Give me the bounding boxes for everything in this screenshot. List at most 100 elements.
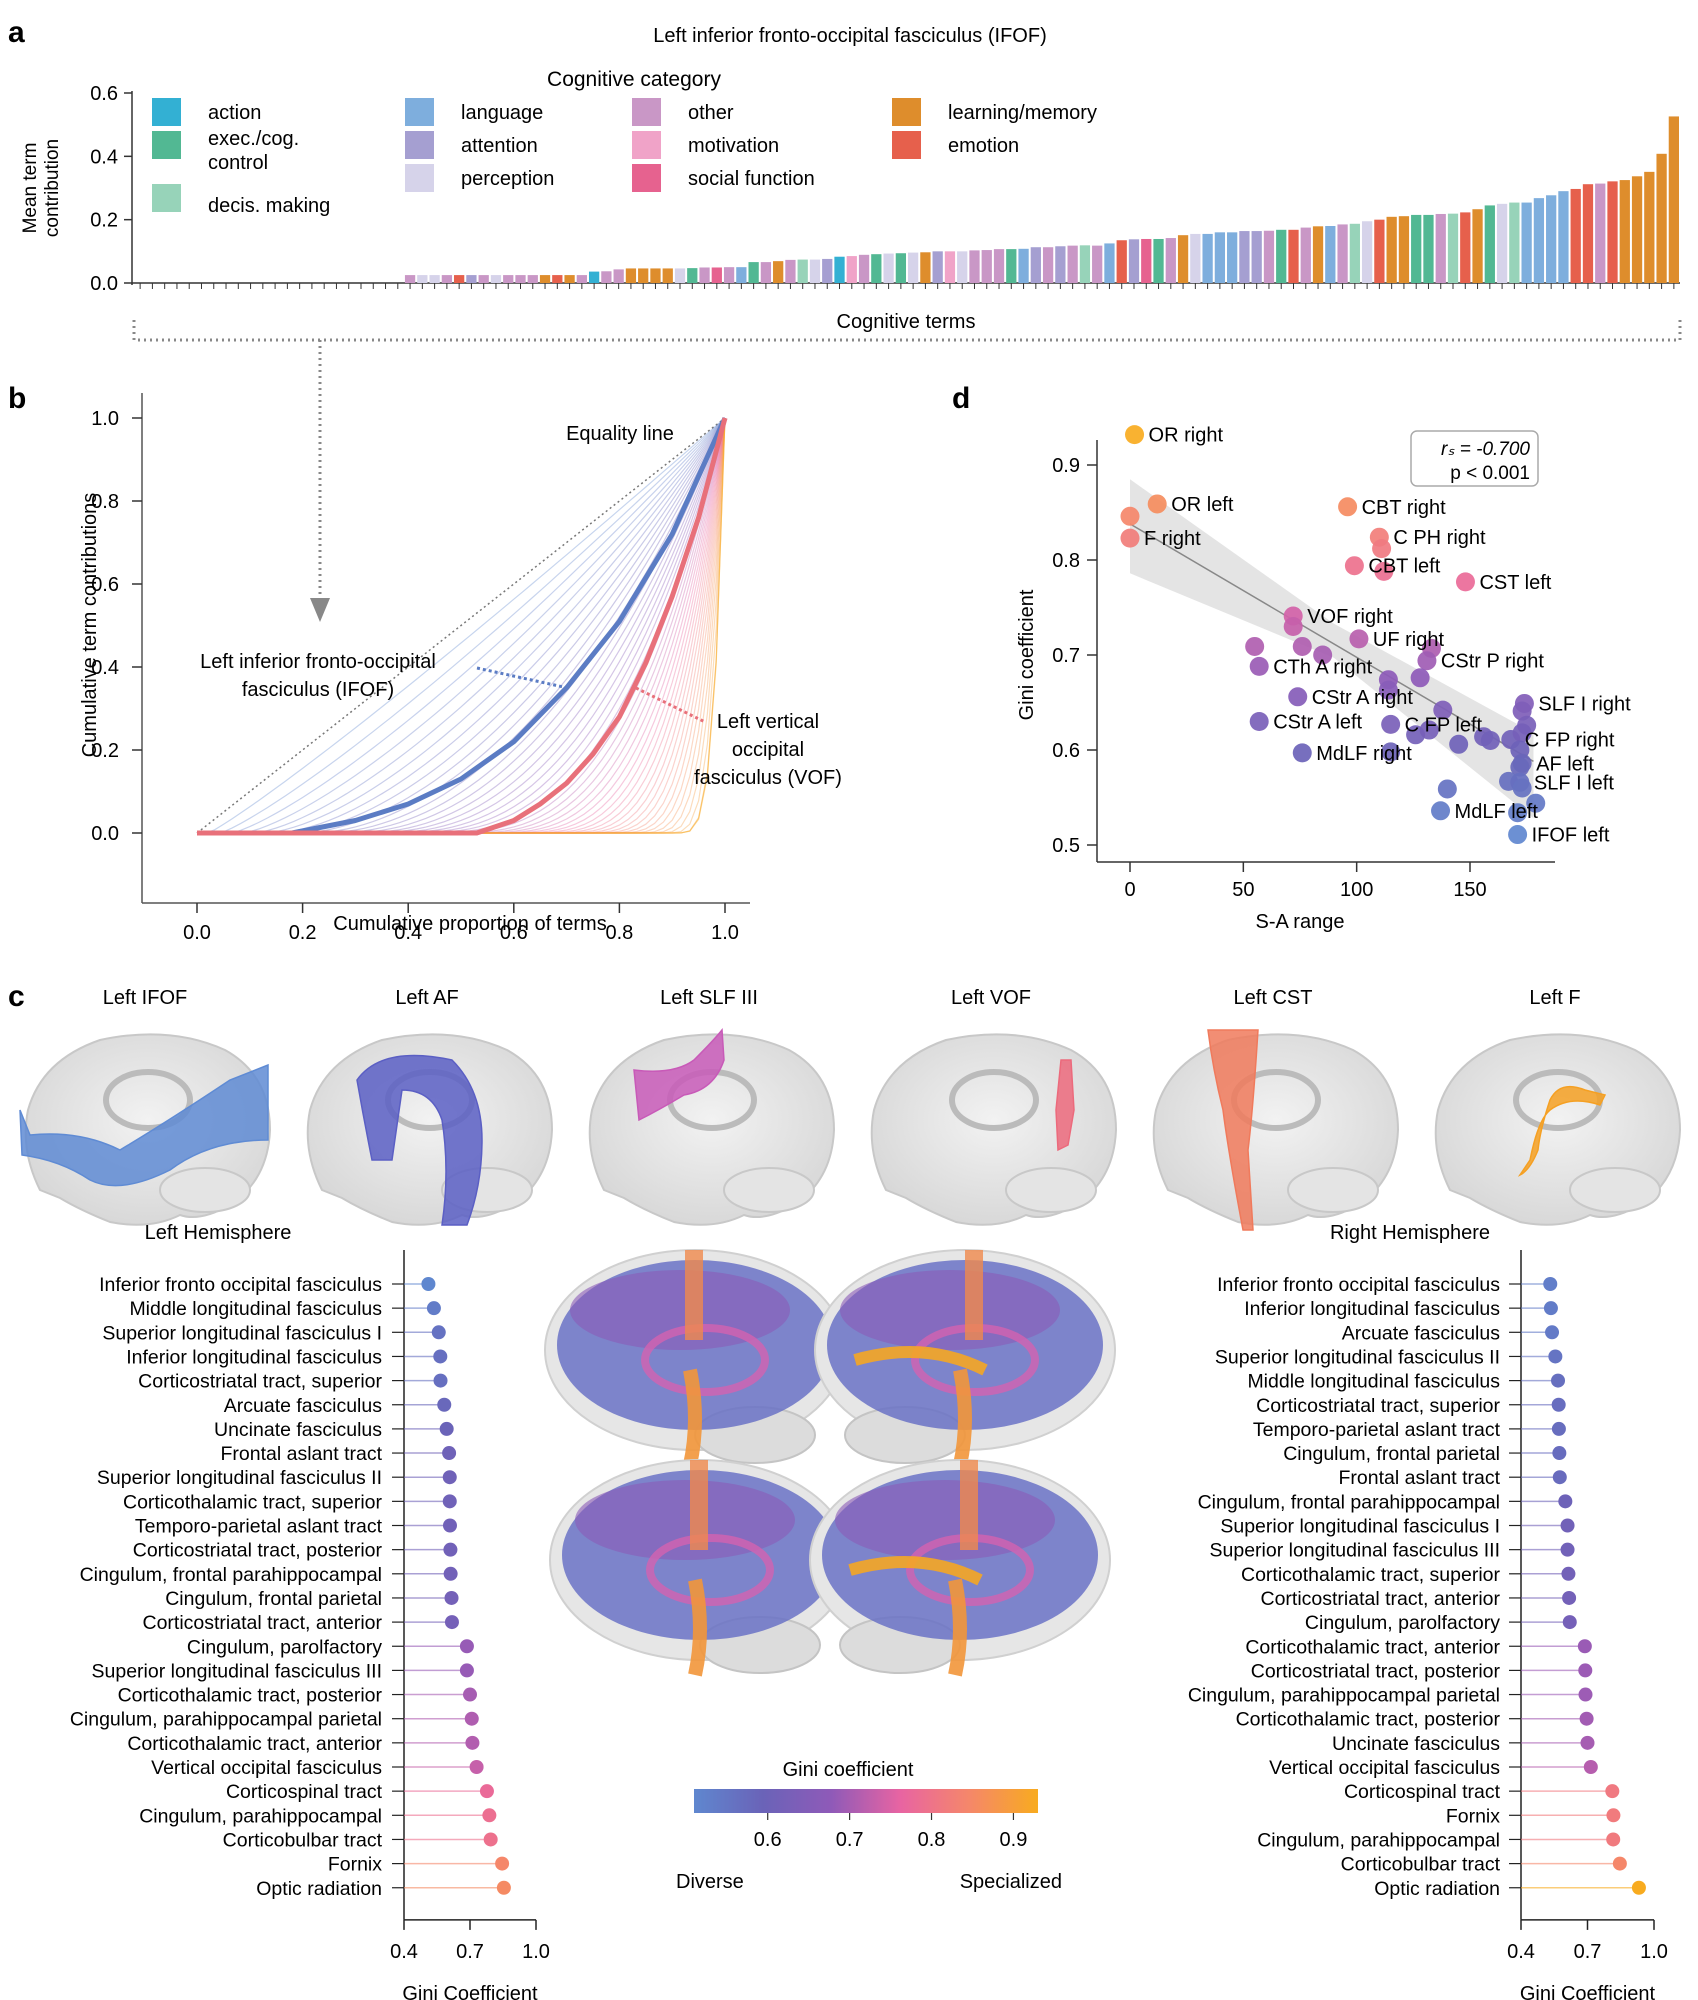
panel-a-ylabel-line1: Mean term <box>20 143 41 234</box>
legend-label-motivation: motivation <box>688 135 779 157</box>
brain-render-5: Left CST <box>1152 987 1400 1231</box>
bar-perception <box>490 275 502 283</box>
tract-highlight <box>1055 1059 1075 1152</box>
brain-render-title: Left SLF III <box>660 987 758 1009</box>
brainstem-bundle <box>953 1368 972 1467</box>
lollipop-dot <box>1551 1373 1566 1388</box>
panel-b-ytick-label: 0.0 <box>91 823 119 845</box>
bar-learning_memory <box>1656 153 1667 283</box>
panel-b-axes: 0.0 0.2 0.4 0.6 0.8 1.0 0.0 0.2 0.4 0.6 0.8 1.0 <box>91 393 750 944</box>
scatter-point <box>1349 629 1369 649</box>
legend-swatch-social_function <box>632 164 661 192</box>
scatter-point <box>1508 825 1528 845</box>
legend-label-perception: perception <box>461 168 554 190</box>
panel-a-ytick-label: 0.0 <box>90 273 118 295</box>
lollipop-dot <box>1561 1566 1576 1581</box>
panel-label-b: b <box>8 382 26 415</box>
lollipop-label: Corticothalamic tract, posterior <box>118 1685 383 1707</box>
fiber-bundle-mid <box>570 1270 790 1350</box>
panel-d-xtick-label: 50 <box>1232 879 1254 901</box>
lollipop-dot <box>465 1735 480 1750</box>
scatter-point-label: SLF I left <box>1534 772 1614 794</box>
lollipop-label: Superior longitudinal fasciculus I <box>102 1322 382 1344</box>
scatter-point <box>1433 700 1453 720</box>
lorenz-curve <box>197 417 726 834</box>
scatter-point <box>1510 757 1530 777</box>
whole-brain-render-2 <box>814 1249 1116 1467</box>
colorbar-tick-label: 0.8 <box>918 1829 946 1851</box>
lollipop-label: Corticostriatal tract, superior <box>1256 1395 1500 1417</box>
bar-emotion <box>1607 181 1618 283</box>
panel-a-ylabel-line2: contribution <box>42 139 63 237</box>
bar-language <box>1214 232 1226 283</box>
lollipop-label: Uncinate fasciculus <box>214 1419 382 1441</box>
bar-emotion <box>1570 188 1581 283</box>
bar-attention <box>1239 231 1250 283</box>
lollipop-label: Corticostriatal tract, anterior <box>1261 1588 1501 1610</box>
lollipop-dot <box>421 1277 436 1291</box>
panel-d-axes: 0.5 0.6 0.7 0.8 0.9 0 50 100 150 <box>1052 440 1555 901</box>
bar-learning_memory <box>1386 216 1397 283</box>
lollipop-dot <box>496 1880 511 1895</box>
panel-b-ytick-label: 0.8 <box>91 491 119 513</box>
lollipop-label: Corticothalamic tract, superior <box>1241 1564 1501 1586</box>
scatter-point <box>1372 539 1392 559</box>
lollipop-label: Uncinate fasciculus <box>1332 1733 1500 1755</box>
brain-ventricle <box>949 1069 1039 1131</box>
lollipop-label: Corticothalamic tract, anterior <box>127 1733 382 1755</box>
lollipop-xtick-label: 0.7 <box>1574 1941 1602 1963</box>
bar-language <box>1018 248 1029 283</box>
scatter-point <box>1338 497 1358 517</box>
legend-swatch-emotion <box>892 131 921 159</box>
brain-cerebellum <box>1005 1167 1097 1213</box>
bar-perception <box>908 252 919 283</box>
panel-d-ytick-label: 0.6 <box>1052 740 1080 762</box>
panel-label-a: a <box>8 16 25 49</box>
bar-perception <box>883 253 894 283</box>
legend-label-decis_making: decis. making <box>208 195 330 217</box>
panel-b-xtick-label: 0.0 <box>183 922 211 944</box>
bar-attention <box>1128 239 1140 283</box>
brain-render-4: Left VOF <box>870 987 1118 1226</box>
vof-annotation-line2: occipital <box>732 739 804 761</box>
lollipop-xtick-label: 0.7 <box>456 1941 484 1963</box>
lollipop-dot <box>1558 1494 1573 1509</box>
brain-cerebellum <box>159 1167 251 1213</box>
lollipop-dot <box>1612 1856 1627 1871</box>
scatter-point <box>1480 731 1500 750</box>
bar-learning_memory <box>650 268 661 283</box>
bar-learning_memory <box>1644 171 1655 283</box>
lollipop-label: Vertical occipital fasciculus <box>1269 1757 1500 1779</box>
lollipop-label: Corticostriatal tract, anterior <box>143 1612 383 1634</box>
lollipop-label: Corticobulbar tract <box>1341 1854 1501 1876</box>
lollipop-label: Cingulum, parolfactory <box>1305 1612 1500 1634</box>
scatter-point <box>1120 528 1140 548</box>
scatter-point <box>1431 801 1451 821</box>
lollipop-dot <box>1552 1470 1567 1485</box>
scatter-point <box>1292 743 1312 763</box>
bar-learning_memory <box>1177 235 1189 283</box>
scatter-point <box>1381 714 1401 734</box>
scatter-point-label: AF left <box>1536 753 1594 775</box>
lollipop-dot <box>1551 1421 1566 1436</box>
lollipop-dot <box>443 1542 458 1557</box>
bar-language <box>1325 226 1336 283</box>
bar-perception <box>1190 233 1201 283</box>
bar-other <box>785 259 796 283</box>
bar-decis_making <box>797 259 808 283</box>
bar-motivation <box>944 251 956 283</box>
lollipop-dot <box>433 1373 448 1388</box>
legend-swatch-decis_making <box>152 184 181 212</box>
bar-exec_control <box>1411 214 1422 283</box>
brain-cerebellum <box>1287 1167 1379 1213</box>
scatter-point-label: IFOF left <box>1532 825 1610 847</box>
lollipop-label: Cingulum, frontal parietal <box>165 1588 382 1610</box>
lollipop-xlabel: Gini Coefficient <box>1520 1983 1656 2000</box>
lollipop-label: Temporo-parietal aslant tract <box>1253 1419 1501 1441</box>
lollipop-dot <box>495 1856 510 1871</box>
scatter-point <box>1381 742 1401 762</box>
scatter-point-label: SLF I right <box>1538 693 1631 715</box>
bar-emotion <box>1582 184 1594 283</box>
legend-swatch-attention <box>405 131 434 159</box>
bar-other <box>1165 238 1176 283</box>
